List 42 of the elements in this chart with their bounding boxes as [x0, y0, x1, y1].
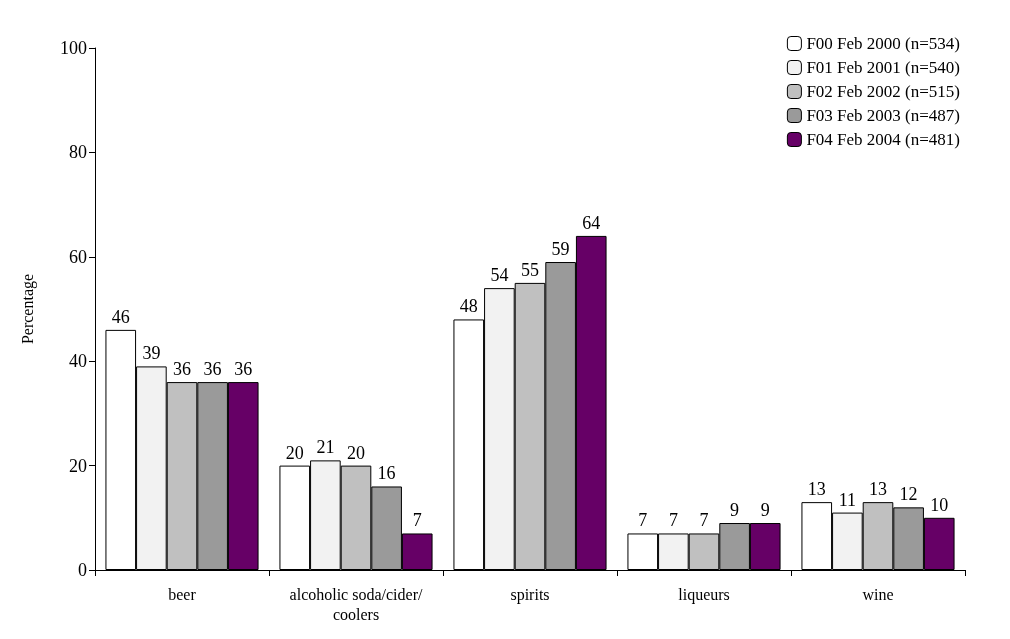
legend-label: F01 Feb 2001 (n=540): [806, 58, 961, 77]
data-label: 7: [638, 510, 648, 531]
data-label: 7: [412, 510, 422, 531]
legend-label: F02 Feb 2002 (n=515): [806, 82, 961, 101]
data-label: 64: [582, 212, 601, 233]
data-label: 13: [807, 479, 826, 500]
data-label: 10: [930, 494, 949, 515]
data-label: 7: [699, 510, 709, 531]
data-label: 13: [869, 479, 887, 500]
data-label: 11: [838, 489, 857, 510]
legend-label: F04 Feb 2004 (n=481): [806, 130, 961, 149]
x-tick-label: wine: [862, 585, 894, 603]
data-label: 59: [551, 239, 570, 260]
y-axis-title: Percentage: [18, 273, 37, 345]
y-tick-label: 60: [69, 246, 87, 267]
data-label: 20: [347, 442, 365, 463]
y-tick-label: 100: [60, 38, 87, 58]
data-label: 39: [142, 343, 161, 364]
y-tick-label: 20: [69, 455, 87, 476]
data-label: 36: [234, 359, 253, 380]
y-tick-label: 40: [69, 351, 87, 372]
x-tick-label: alcoholic soda/cider/coolers: [289, 585, 423, 623]
y-tick-label: 80: [69, 142, 87, 163]
data-label: 36: [173, 359, 191, 380]
y-tick-label: 0: [78, 560, 87, 580]
data-label: 21: [316, 437, 335, 458]
x-tick-label: liqueurs: [678, 585, 730, 604]
legend-label: F03 Feb 2003 (n=487): [806, 106, 961, 125]
data-label: 16: [377, 463, 396, 484]
data-label: 46: [111, 306, 130, 327]
x-tick-label: spirits: [510, 585, 550, 604]
data-label: 36: [203, 359, 222, 380]
data-label: 48: [459, 296, 478, 317]
data-label: 9: [760, 500, 770, 521]
data-label: 9: [730, 500, 740, 521]
data-label: 7: [668, 510, 678, 531]
data-label: 55: [521, 259, 539, 280]
x-tick-label: beer: [168, 585, 197, 603]
data-label: 12: [899, 484, 918, 505]
data-label: 54: [490, 265, 509, 286]
legend-label: F00 Feb 2000 (n=534): [806, 34, 961, 53]
data-label: 20: [285, 442, 304, 463]
